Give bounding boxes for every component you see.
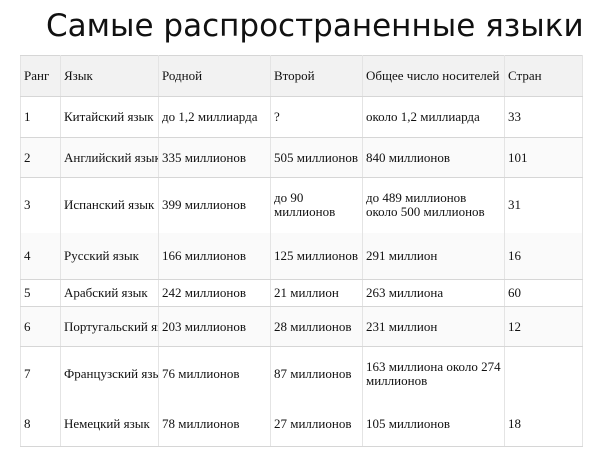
table-cell: Арабский язык [60, 279, 159, 307]
table-cell: 231 миллион [362, 306, 505, 347]
table-cell: 7 [20, 346, 61, 402]
table-row: 7 Французский язык 76 миллионов 87 миллионо… [20, 346, 583, 402]
column-header: Второй [270, 55, 363, 97]
table-row: 2 Английский язык 335 миллионов 505 миллион… [20, 137, 583, 178]
column-header: Ранг [20, 55, 61, 97]
table-cell: Испанский язык [60, 177, 159, 233]
table-cell: до 1,2 миллиарда [158, 96, 271, 138]
table-cell: 105 миллионов [362, 401, 505, 447]
table-row: 8 Немецкий язык 78 миллионов 27 миллионов 10… [20, 401, 583, 447]
table-cell: Китайский язык [60, 96, 159, 138]
table-cell: 21 миллион [270, 279, 363, 307]
table-cell: 87 миллионов [270, 346, 363, 402]
table-cell: 8 [20, 401, 61, 447]
table-cell: 2 [20, 137, 61, 178]
column-header: Стран [504, 55, 583, 97]
table-cell: 60 [504, 279, 583, 307]
table-cell: 166 миллионов [158, 232, 271, 280]
table-cell: 6 [20, 306, 61, 347]
table-cell: около 1,2 миллиарда [362, 96, 505, 138]
table-cell: 18 [504, 401, 583, 447]
table-row: 4 Русский язык 166 миллионов 125 миллионов 2… [20, 232, 583, 280]
table-cell: 3 [20, 177, 61, 233]
languages-table: Ранг Язык Родной Второй Общее число носителе… [20, 55, 583, 447]
table-cell: 840 миллионов [362, 137, 505, 178]
table-cell: 4 [20, 232, 61, 280]
table-cell: Немецкий язык [60, 401, 159, 447]
table-row: 3 Испанский язык 399 миллионов до 90 миллио… [20, 177, 583, 233]
table-cell: 5 [20, 279, 61, 307]
table-cell: 1 [20, 96, 61, 138]
table-cell: 203 миллионов [158, 306, 271, 347]
table-row: 1 Китайский язык до 1,2 миллиарда? около 1,… [20, 96, 583, 138]
column-header: Общее число носителей [362, 55, 505, 97]
title: Самые распространенные языки [46, 8, 584, 44]
table-cell: 263 миллиона [362, 279, 505, 307]
column-header: Язык [60, 55, 159, 97]
table-cell: 78 миллионов [158, 401, 271, 447]
column-header: Родной [158, 55, 271, 97]
table-cell: 33 [504, 96, 583, 138]
table-cell: 242 миллионов [158, 279, 271, 307]
table-cell: 163 миллиона около 274 миллионов [362, 346, 505, 402]
table-row: 5 Арабский язык 242 миллионов 21 миллион 263… [20, 279, 583, 307]
table-cell: Португальский язык [60, 306, 159, 347]
table-cell: Английский язык [60, 137, 159, 178]
table-cell: 31 [504, 177, 583, 233]
table-cell: 125 миллионов [270, 232, 363, 280]
table-cell: 27 миллионов [270, 401, 363, 447]
table-cell: 291 миллион [362, 232, 505, 280]
table-cell: до 90 миллионов [270, 177, 363, 233]
table-cell: 12 [504, 306, 583, 347]
table-cell: Французский язык [60, 346, 159, 402]
header-row: Ранг Язык Родной Второй Общее число носителе… [20, 55, 583, 97]
table-cell [504, 346, 583, 402]
table-cell: 101 [504, 137, 583, 178]
table-cell: до 489 миллионов около 500 миллионов [362, 177, 505, 233]
table-cell: 335 миллионов [158, 137, 271, 178]
table-cell: 76 миллионов [158, 346, 271, 402]
table-cell: 399 миллионов [158, 177, 271, 233]
table-cell: 505 миллионов [270, 137, 363, 178]
table-cell: ? [270, 96, 363, 138]
table-cell: Русский язык [60, 232, 159, 280]
table-cell: 28 миллионов [270, 306, 363, 347]
table-cell: 16 [504, 232, 583, 280]
